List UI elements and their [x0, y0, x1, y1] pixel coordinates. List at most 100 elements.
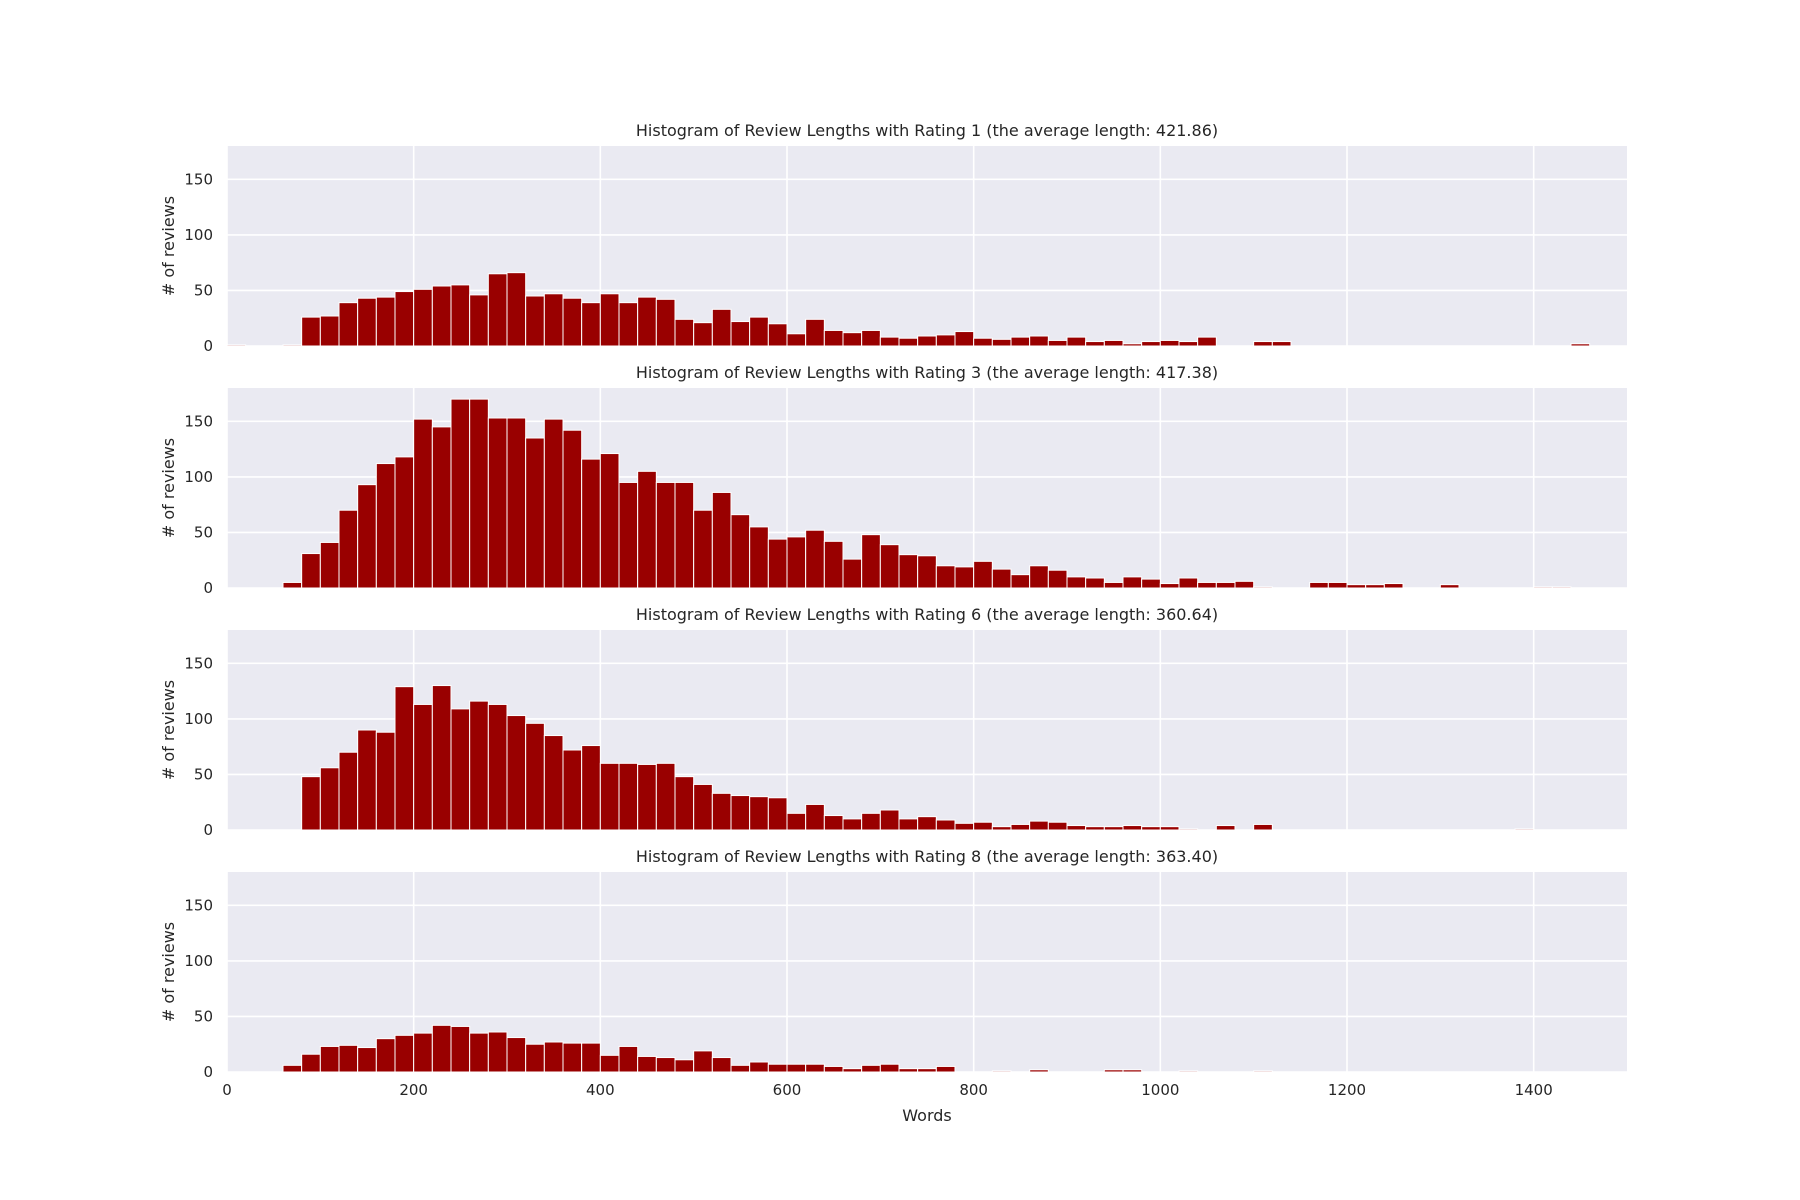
histogram-bar	[674, 776, 695, 831]
histogram-bar	[842, 818, 863, 831]
histogram-bar	[805, 318, 825, 347]
histogram-bar	[1122, 576, 1143, 589]
histogram-bar	[1197, 336, 1217, 347]
histogram-bar	[319, 315, 340, 347]
histogram-bar	[487, 703, 508, 831]
histogram-bar	[674, 1059, 695, 1073]
histogram-bar	[487, 417, 508, 589]
histogram-bar	[599, 762, 620, 831]
y-tick-label: 50	[194, 1007, 213, 1025]
histogram-bar	[450, 1025, 471, 1073]
histogram-bar	[1215, 581, 1236, 589]
histogram-bar	[1103, 581, 1124, 589]
histogram-bar	[842, 332, 863, 347]
histogram-bar	[637, 763, 657, 831]
histogram-bar	[282, 344, 303, 347]
x-tick-label: 1200	[1328, 1081, 1366, 1099]
histogram-bar	[431, 685, 452, 831]
histogram-bar	[487, 1031, 508, 1073]
histogram-bar	[1439, 584, 1460, 589]
histogram-bar	[562, 749, 583, 831]
histogram-bar	[711, 491, 732, 589]
histogram-bar	[319, 1045, 340, 1073]
histogram-bar	[599, 453, 620, 589]
histogram-bar	[413, 1032, 433, 1073]
histogram-bar	[357, 484, 377, 589]
histogram-bar	[917, 555, 937, 589]
histogram-bar	[394, 686, 415, 831]
histogram-bar	[525, 295, 545, 347]
histogram-bar	[655, 1057, 676, 1073]
x-tick-label: 400	[586, 1081, 615, 1099]
histogram-bar	[1029, 565, 1049, 589]
histogram-bar	[1178, 341, 1199, 347]
histogram-bar	[1365, 584, 1385, 589]
histogram-bar	[805, 1063, 825, 1073]
histogram-bar	[1141, 826, 1161, 831]
histogram-bar	[991, 1070, 1012, 1073]
histogram-bar	[711, 792, 732, 831]
histogram-bar	[935, 1065, 956, 1073]
histogram-bar	[730, 795, 751, 831]
histogram-bar	[1122, 343, 1143, 347]
histogram-bar	[226, 344, 247, 347]
histogram-bar	[991, 568, 1012, 589]
histogram-bar	[431, 426, 452, 589]
histogram-bar	[1066, 576, 1087, 589]
histogram-bar	[282, 581, 303, 589]
y-tick-label: 0	[203, 337, 213, 355]
histogram-bar	[338, 302, 359, 347]
histogram-bar	[1570, 343, 1591, 347]
histogram-bar	[1029, 820, 1049, 831]
histogram-bar	[282, 1064, 303, 1073]
histogram-bar	[674, 318, 695, 347]
histogram-bar	[655, 481, 676, 589]
histogram-bar	[637, 296, 657, 347]
histogram-bar	[1029, 335, 1049, 347]
histogram-bar	[730, 514, 751, 589]
histogram-bar	[711, 1057, 732, 1073]
histogram-bar	[879, 809, 900, 831]
chart-title: Histogram of Review Lengths with Rating …	[636, 363, 1218, 382]
histogram-bar	[842, 1068, 863, 1073]
histogram-bar	[693, 783, 713, 831]
histogram-bar	[506, 715, 527, 831]
histogram-bar	[394, 1034, 415, 1073]
histogram-bar	[469, 398, 489, 589]
histogram-bar	[357, 729, 377, 831]
histogram-bar	[543, 735, 564, 831]
histogram-bar	[450, 398, 471, 589]
histogram-bar	[581, 745, 601, 831]
histogram-bar	[749, 316, 769, 347]
histogram-bar	[543, 293, 564, 347]
histogram-bar	[1253, 823, 1273, 831]
histogram-bar	[1010, 823, 1031, 831]
histogram-bar	[1159, 583, 1180, 589]
histogram-bar	[823, 815, 844, 831]
y-tick-label: 50	[194, 281, 213, 299]
histogram-bar	[861, 1064, 881, 1073]
histogram-bar	[338, 1044, 359, 1073]
y-axis-label: # of reviews	[159, 438, 178, 538]
histogram-bar	[375, 463, 396, 589]
histogram-bar	[394, 456, 415, 589]
y-tick-label: 0	[203, 821, 213, 839]
histogram-bar	[450, 708, 471, 831]
y-tick-label: 100	[184, 468, 213, 486]
histogram-bar	[749, 1061, 769, 1073]
x-tick-label: 800	[959, 1081, 988, 1099]
histogram-bar	[1103, 1069, 1124, 1073]
histogram-bar	[357, 297, 377, 347]
histogram-bar	[413, 703, 433, 831]
histogram-bar	[338, 751, 359, 831]
histogram-bar	[973, 337, 993, 347]
histogram-bar	[599, 293, 620, 347]
histogram-bar	[898, 1068, 919, 1073]
histogram-bar	[301, 316, 321, 347]
histogram-bar	[1514, 828, 1535, 831]
histogram-bar	[805, 529, 825, 589]
histogram-bar	[618, 1045, 639, 1073]
histogram-bar	[319, 767, 340, 831]
histogram-bar	[1010, 574, 1031, 589]
